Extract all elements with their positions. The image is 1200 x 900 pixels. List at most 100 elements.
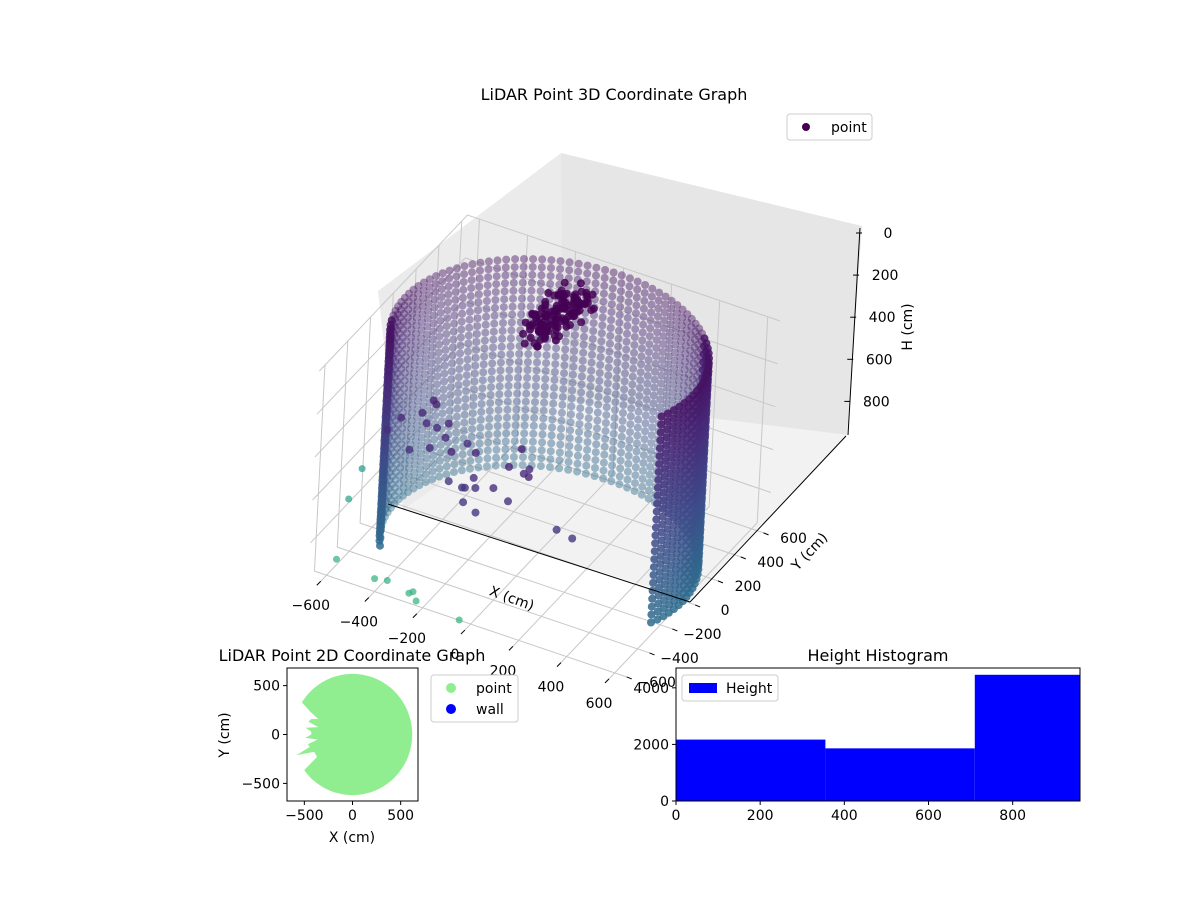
wall-point <box>629 356 638 365</box>
wall-point <box>400 309 409 318</box>
outlier-point <box>345 495 353 503</box>
wall-point <box>600 450 609 459</box>
wall-point <box>668 437 677 446</box>
wall-point <box>583 430 592 438</box>
cluster-point <box>541 297 550 306</box>
wall-point <box>547 264 555 272</box>
wall-point <box>672 309 681 317</box>
cluster-point <box>546 320 555 329</box>
wall-point <box>550 383 559 392</box>
wall-point <box>621 361 630 370</box>
wall-point <box>633 439 641 448</box>
wall-point <box>382 407 391 415</box>
cluster-point <box>463 439 472 448</box>
wall-point <box>448 343 457 352</box>
wall-point <box>495 390 504 399</box>
wall-point <box>550 368 559 376</box>
wall-point <box>437 300 446 309</box>
wall-point <box>392 452 401 461</box>
wall-point <box>607 477 616 486</box>
wall-point <box>457 466 466 475</box>
z-tick-label: 600 <box>866 352 893 368</box>
wall-point <box>644 494 653 503</box>
wall-point <box>657 379 666 388</box>
wall-point <box>442 322 451 331</box>
wall-point <box>407 317 416 326</box>
wall-point <box>492 453 501 462</box>
wall-point <box>641 281 650 289</box>
wall-point <box>509 278 518 287</box>
wall-point <box>619 409 627 417</box>
wall-point <box>438 417 446 426</box>
wall-point <box>531 390 540 399</box>
wall-point <box>685 354 694 363</box>
y-ticks-2d: 500 0 −500 <box>242 679 287 792</box>
wall-point <box>599 305 608 314</box>
wall-point <box>665 493 674 502</box>
wall-point <box>664 517 673 526</box>
wall-point <box>625 274 634 283</box>
wall-point <box>600 281 609 290</box>
wall-point <box>506 342 515 351</box>
wall-point <box>480 344 489 353</box>
wall-point <box>394 420 403 429</box>
wall-point <box>396 463 405 472</box>
wall-point <box>512 405 521 414</box>
wall-point <box>637 360 646 369</box>
wall-point <box>422 454 431 463</box>
wall-point <box>660 316 669 325</box>
wall-point <box>564 457 573 466</box>
wall-point <box>485 406 494 415</box>
wall-point <box>396 388 404 397</box>
wall-point <box>639 320 648 329</box>
wall-point <box>393 444 402 453</box>
wall-point <box>464 331 473 340</box>
wall-point <box>415 357 424 366</box>
histogram-bar <box>825 748 975 801</box>
wall-point <box>570 347 579 355</box>
wall-point <box>555 456 564 465</box>
wall-point <box>407 325 416 334</box>
wall-point <box>639 304 648 313</box>
wall-point <box>593 424 601 433</box>
wall-point <box>652 336 661 345</box>
wall-point <box>684 370 693 379</box>
wall-point <box>602 411 611 420</box>
wall-point <box>450 303 459 312</box>
wall-point <box>418 425 427 434</box>
wall-point <box>422 338 431 347</box>
wall-point <box>439 393 448 402</box>
wall-point <box>645 486 653 495</box>
wall-point <box>615 310 624 319</box>
wall-point <box>532 374 541 383</box>
wall-point <box>437 293 446 301</box>
wall-point <box>591 464 599 472</box>
wall-point <box>607 300 616 309</box>
wall-point <box>630 333 639 341</box>
wall-point <box>490 319 499 328</box>
wall-point <box>638 474 647 483</box>
wall-point <box>465 315 474 324</box>
wall-point <box>527 286 536 295</box>
wall-point <box>651 539 660 548</box>
wall-point <box>655 444 664 453</box>
cluster-point <box>526 333 535 342</box>
wall-point <box>484 257 493 266</box>
wall-point <box>537 271 546 280</box>
y-tick-label: −200 <box>683 627 721 643</box>
wall-point <box>519 262 528 271</box>
wall-point <box>598 321 607 330</box>
x-tick-label-hist: 400 <box>831 808 858 824</box>
cluster-point <box>505 462 513 471</box>
wall-point <box>487 367 496 376</box>
grid-3d <box>310 214 780 680</box>
wall-point <box>654 599 663 608</box>
y-tick-label: 0 <box>721 603 730 619</box>
wall-point <box>483 462 491 471</box>
wall-point <box>583 438 592 446</box>
wall-point <box>471 353 480 362</box>
wall-point <box>646 454 655 463</box>
wall-point <box>669 372 678 381</box>
wall-point <box>479 368 488 377</box>
wall-point <box>417 433 426 442</box>
